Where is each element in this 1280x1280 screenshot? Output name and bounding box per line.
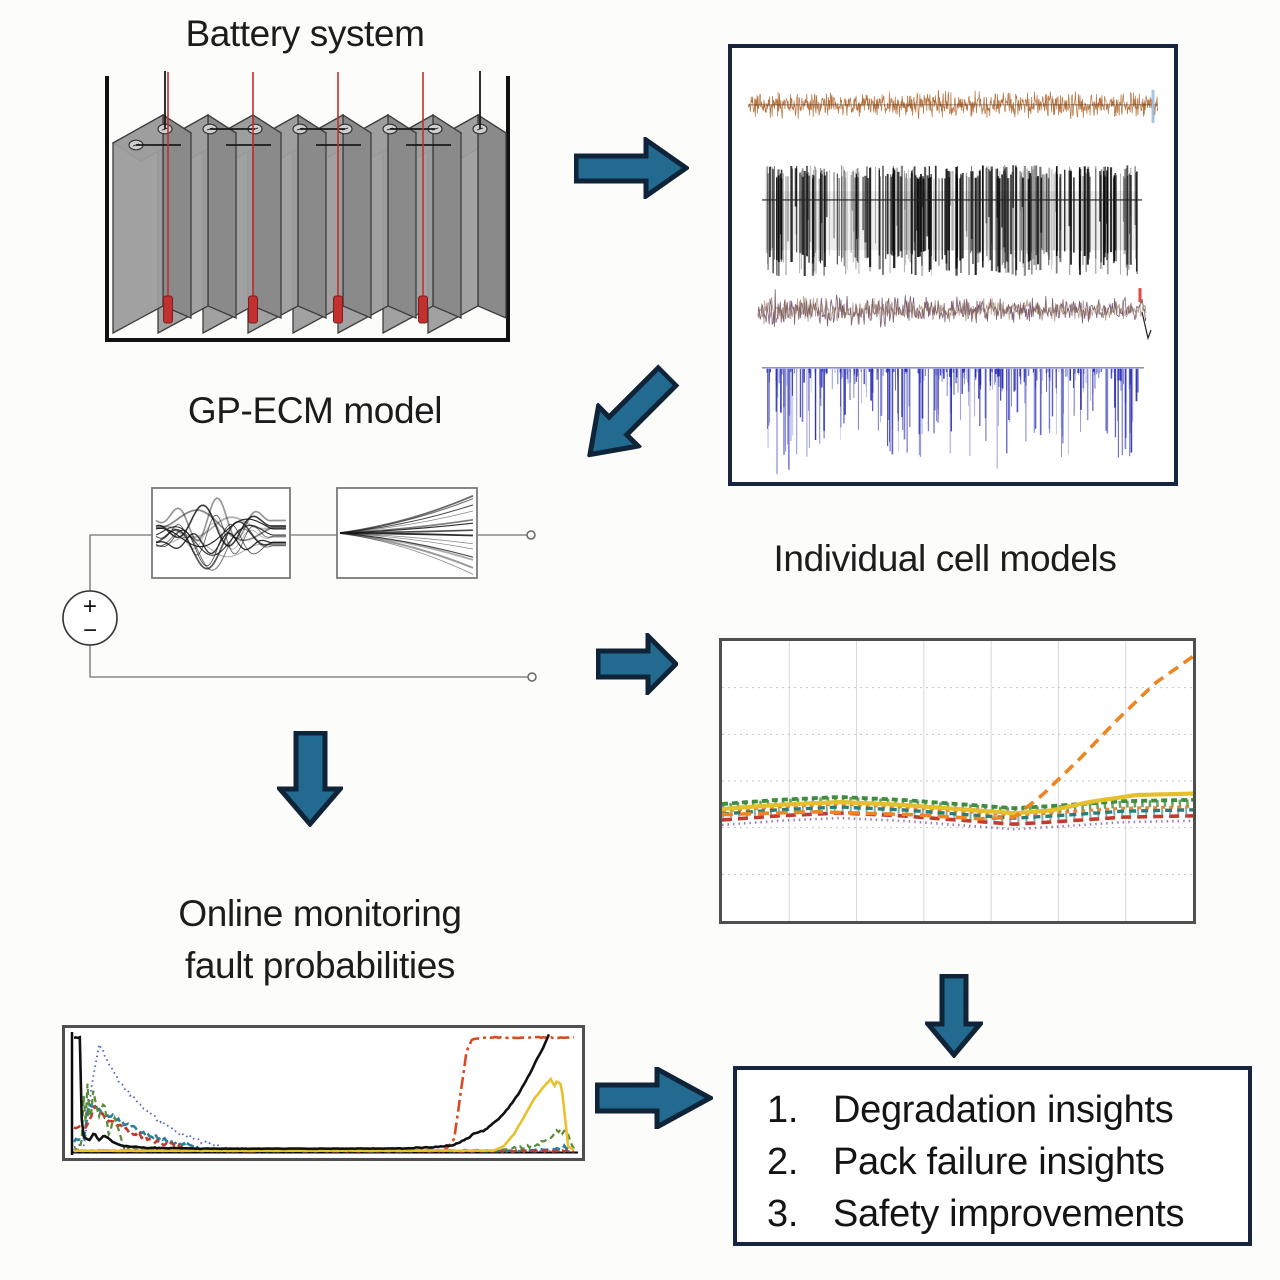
fault-probability-chart bbox=[70, 1032, 578, 1155]
svg-text:−: − bbox=[83, 617, 97, 644]
arrow-battery-to-signals-icon bbox=[574, 137, 689, 199]
arrow-monitoring-to-insights-icon bbox=[595, 1067, 713, 1129]
battery-pack-illustration bbox=[105, 71, 510, 342]
online-monitoring-title-line2: fault probabilities bbox=[184, 945, 456, 986]
battery-system-title: Battery system bbox=[185, 13, 425, 54]
individual-cell-models-title: Individual cell models bbox=[773, 538, 1117, 579]
insight-item-degradation: 1. Degradation insights bbox=[737, 1084, 1248, 1136]
insight-number: 3. bbox=[767, 1193, 799, 1235]
svg-text:+: + bbox=[83, 593, 97, 620]
gp-ecm-title: GP-ECM model bbox=[187, 390, 443, 431]
insight-item-safety: 3. Safety improvements bbox=[737, 1188, 1248, 1240]
measured-signals-chart bbox=[747, 89, 1159, 475]
insight-text: Safety improvements bbox=[833, 1193, 1185, 1235]
cell-models-plot-panel bbox=[719, 638, 1196, 924]
online-monitoring-title: Online monitoring fault probabilities bbox=[70, 888, 570, 992]
insights-list-box: 1. Degradation insights 2. Pack failure … bbox=[733, 1066, 1252, 1246]
insight-item-pack-failure: 2. Pack failure insights bbox=[737, 1136, 1248, 1188]
arrow-gpecm-to-cell-models-icon bbox=[596, 633, 678, 695]
arrow-cell-models-to-insights-icon bbox=[925, 974, 983, 1058]
gp-ecm-circuit-illustration: +− bbox=[62, 487, 537, 682]
insight-text: Pack failure insights bbox=[833, 1141, 1165, 1183]
cell-models-chart bbox=[722, 641, 1193, 921]
fault-probability-plot-panel bbox=[62, 1025, 585, 1161]
insight-number: 2. bbox=[767, 1141, 799, 1183]
insight-text: Degradation insights bbox=[833, 1089, 1174, 1131]
arrow-signals-to-gpecm-icon bbox=[586, 364, 680, 458]
online-monitoring-title-line1: Online monitoring bbox=[178, 893, 462, 934]
arrow-gpecm-to-monitoring-icon bbox=[277, 731, 343, 827]
measured-signals-panel bbox=[728, 44, 1178, 486]
insight-number: 1. bbox=[767, 1089, 799, 1131]
